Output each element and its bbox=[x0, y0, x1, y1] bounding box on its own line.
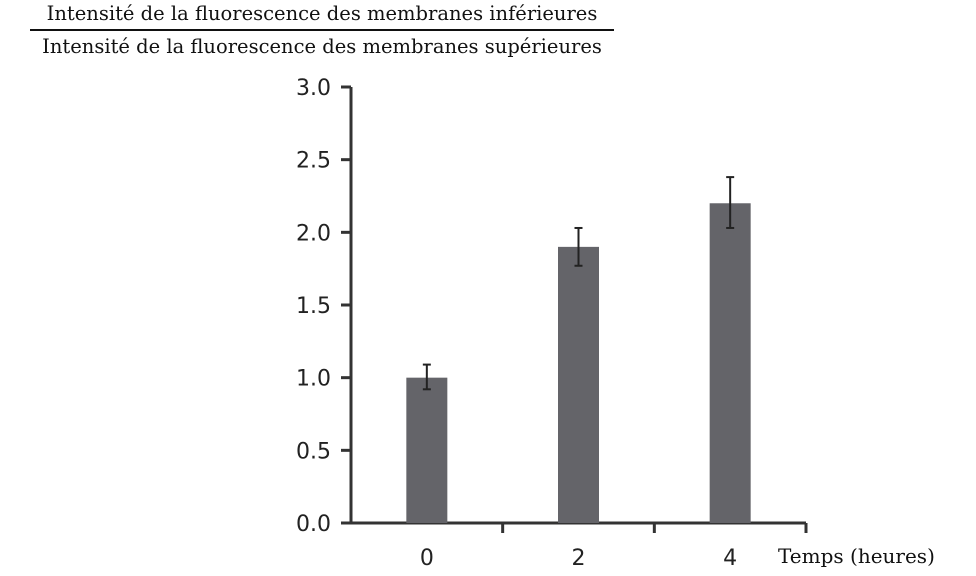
fraction-bar bbox=[30, 29, 614, 31]
y-tick-label: 2.0 bbox=[296, 221, 331, 246]
x-tick-label: 4 bbox=[723, 546, 737, 571]
bar bbox=[406, 377, 448, 523]
x-tick-label: 2 bbox=[572, 546, 586, 571]
error-bars bbox=[422, 176, 735, 391]
y-tick-label: 2.5 bbox=[296, 149, 331, 174]
y-axis-label: Intensité de la fluorescence des membran… bbox=[22, 0, 622, 61]
y-axis-label-numerator: Intensité de la fluorescence des membran… bbox=[46, 2, 598, 25]
x-tick-label: 0 bbox=[420, 546, 434, 571]
bar bbox=[558, 246, 599, 523]
tick-labels: 0.0 0.5 1.0 1.5 2.0 2.5 3.0 0 2 4 Temps (heures) bbox=[296, 76, 935, 571]
y-tick-label: 0.0 bbox=[296, 512, 331, 537]
y-tick-label: 1.0 bbox=[296, 367, 331, 392]
x-axis-title: Temps (heures) bbox=[778, 544, 935, 568]
y-axis-label-denominator: Intensité de la fluorescence des membran… bbox=[42, 35, 602, 58]
bar bbox=[709, 203, 751, 523]
y-tick-label: 1.5 bbox=[296, 294, 331, 319]
y-tick-label: 3.0 bbox=[296, 76, 331, 101]
y-tick-label: 0.5 bbox=[296, 439, 331, 464]
bars bbox=[406, 203, 751, 523]
